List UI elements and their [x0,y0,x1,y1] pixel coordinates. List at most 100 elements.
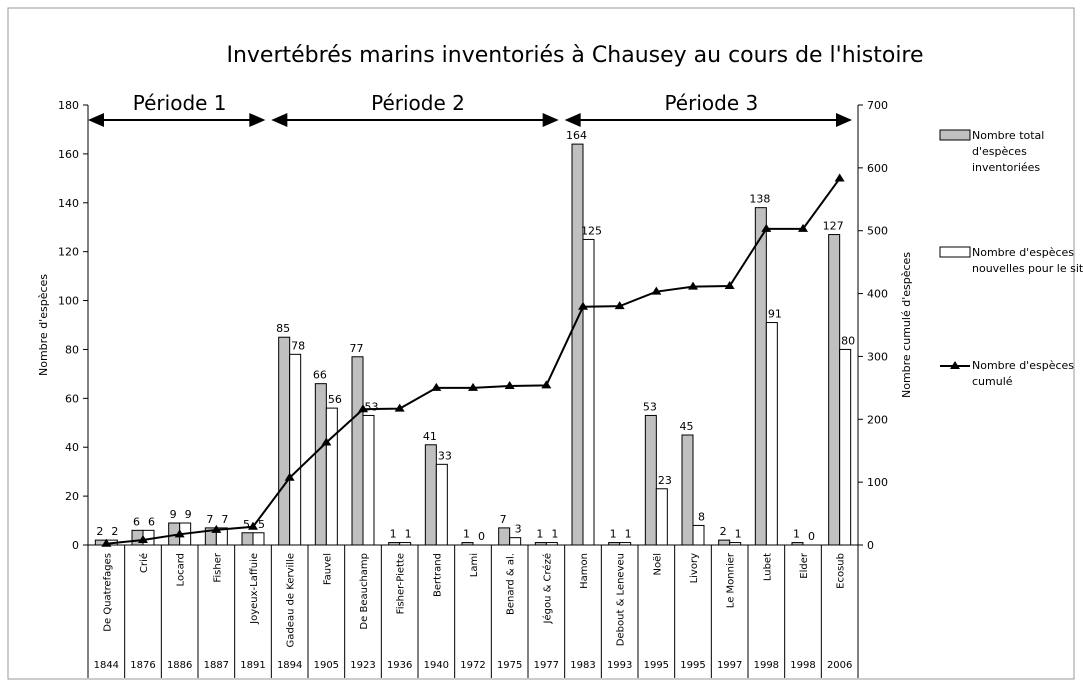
x-tick-label: Livory [689,553,700,583]
year-label: 1983 [570,660,595,671]
y-tick-label: 160 [58,148,79,161]
period-label: Période 2 [371,91,465,115]
year-label: 1844 [94,660,119,671]
bar [765,322,778,546]
year-label: 1998 [790,660,815,671]
year-label: 1998 [754,660,779,671]
y-tick-label: 20 [65,490,79,503]
frame [7,7,1075,680]
y2-tick-label: 700 [867,99,888,112]
year-label: 1936 [387,660,412,671]
year-label: 1886 [167,660,192,671]
bar [278,336,291,546]
bar [498,527,511,546]
data-label: 1 [735,528,742,541]
bar [424,444,437,546]
chart-title: Invertébrés marins inventoriés à Chausey… [226,43,923,68]
bar [729,542,742,546]
data-label: 1 [610,528,617,541]
year-label: 1940 [424,660,449,671]
line-marker [614,301,625,310]
x-tick-label: Hamon [579,553,590,589]
data-label: 2 [111,525,118,538]
year-label: 1887 [204,660,229,671]
year-label: 1905 [314,660,339,671]
line-marker [578,301,588,310]
data-label: 7 [206,513,213,526]
data-label: 6 [133,515,140,528]
year-label: 1997 [717,660,742,671]
legend-label: Nombre d'espèces nouvelles pour le site [972,246,1083,275]
data-label: 127 [823,220,844,233]
bar [388,542,401,546]
data-label: 5 [258,518,265,531]
legend-label: Nombre d'espèces cumulé [972,359,1075,388]
y-axis-label: Nombre d'espèces [37,274,50,376]
line-marker [541,380,552,389]
data-label: 9 [185,508,192,521]
x-tick-label: Le Monnier [726,552,737,608]
y-tick-label: 180 [58,99,79,112]
bar [534,542,547,546]
bar [399,542,412,546]
data-label: 85 [276,322,290,335]
data-label: 53 [365,400,379,413]
year-label: 1876 [130,660,155,671]
year-label: 1977 [534,660,559,671]
data-label: 56 [328,393,342,406]
period-label: Période 1 [133,91,227,115]
y-tick-label: 140 [58,197,79,210]
y-tick-label: 120 [58,246,79,259]
year-label: 1894 [277,660,302,671]
year-label: 1891 [240,660,265,671]
line-marker [504,380,515,389]
bar [571,143,584,546]
bar [718,539,731,546]
y2-tick-label: 600 [867,162,888,175]
data-label: 41 [423,430,437,443]
y2-tick-label: 400 [867,288,888,301]
bar [791,542,804,546]
year-label: 1995 [644,660,669,671]
data-label: 91 [768,308,782,321]
x-tick-label: Lubet [762,553,773,581]
line-marker [284,472,295,481]
bar [754,207,767,546]
year-label: 1923 [350,660,375,671]
data-label: 6 [148,515,155,528]
y2-axis-label: Nombre cumulé d'espèces [900,252,913,398]
y-tick-label: 60 [65,392,79,405]
bar [545,542,558,546]
period-label: Période 3 [664,91,758,115]
bar [509,537,522,546]
bar [461,542,474,546]
line-marker [798,223,808,232]
x-tick-label: Benard & al. [506,553,517,615]
year-label: 1993 [607,660,632,671]
bar [215,527,228,546]
data-label: 78 [291,339,305,352]
line-marker [394,403,405,412]
data-label: 1 [551,528,558,541]
y2-tick-label: 200 [867,413,888,426]
data-label: 9 [170,508,177,521]
period-arrowhead [249,113,266,127]
data-label: 80 [841,334,855,347]
x-tick-label: Noël [652,553,663,576]
legend-marker [950,361,960,369]
data-label: 8 [698,510,705,523]
period-arrowhead [564,113,581,127]
line-marker [248,521,258,530]
bar [608,542,621,546]
line-marker [138,534,148,543]
y-tick-label: 40 [65,441,79,454]
x-tick-label: De Beauchamp [359,553,370,630]
data-label: 5 [243,518,250,531]
x-tick-label: Fisher-Piette [396,553,407,614]
data-label: 2 [720,525,727,538]
bar [582,238,595,546]
line-marker [761,223,772,232]
period-arrowhead [542,113,559,127]
bar [692,524,705,546]
line-marker [651,286,662,295]
